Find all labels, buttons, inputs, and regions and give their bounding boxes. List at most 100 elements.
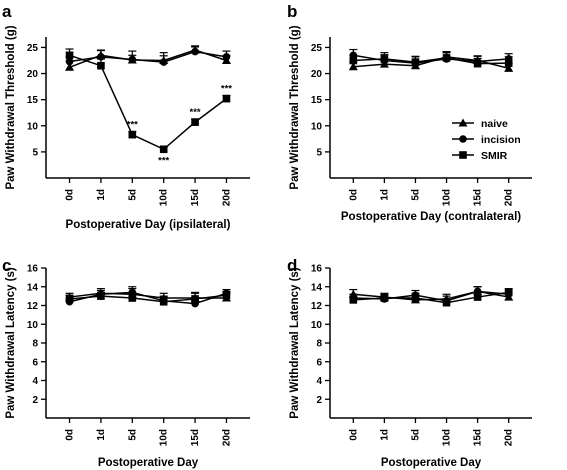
panel-d-series-SMIR [349,288,513,307]
panel-c-letter: c [2,256,11,275]
panel-c-y-tick-label: 16 [27,264,39,275]
panel-c-series-SMIR [65,290,231,306]
panel-a-significance-label: *** [221,84,232,95]
panel-c-x-tick-label: 1d [96,429,107,441]
panel-c-y-tick-label: 14 [27,282,39,293]
panel-a-x-tick-label: 20d [221,189,232,206]
panel-c-marker-square [191,295,199,303]
panel-a-significance-label: *** [190,107,201,118]
panel-b-marker-square [411,58,420,66]
panel-c-x-tick-label: 10d [159,429,170,446]
panel-c-y-tick-label: 10 [27,320,39,331]
panel-d-marker-square [442,298,451,307]
panel-b-y-tick-label: 10 [311,121,323,132]
panel-d-y-tick-label: 4 [316,376,322,387]
panel-c-y-tick-label: 6 [32,357,38,368]
panel-a-marker-circle [222,53,231,61]
panel-d-letter: d [287,256,297,275]
panel-d-marker-square [411,294,420,302]
panel-a-y-axis-label: Paw Withdrawal Threshold (g) [5,25,17,189]
panel-d-marker-square [473,293,482,301]
panel-c-y-axis-label: Paw Withdrawal Latency (s) [5,267,17,419]
panel-a-marker-square [191,118,199,126]
panel-a-marker-circle [159,58,168,66]
panel-c-x-tick-label: 15d [190,429,201,446]
panel-d-y-tick-label: 6 [316,357,322,368]
panel-b-x-axis-label: Postoperative Day (contralateral) [341,211,521,223]
panel-a-significance-label: *** [158,155,169,166]
panel-a-y-tick-label: 5 [32,147,38,158]
panel-b-chart: b 5 10 15 20 25 0d 1d 5d 10d 15d 20d Postoperative D… [287,2,532,223]
panel-a-y-tick-label: 15 [27,95,39,106]
panel-c-series-line-SMIR [69,294,227,303]
panel-a-significance-label: *** [127,120,138,131]
panel-b-x-tick-label: 1d [379,189,390,201]
panel-b-y-tick-label: 25 [311,43,323,54]
panel-d-series-line-SMIR [353,291,509,304]
panel-c-marker-square [97,292,105,300]
panel-c-marker-square [222,291,231,299]
panel-b-marker-square [349,56,358,65]
legend-naive-marker-triangle [458,118,468,127]
panel-c-x-tick-label: 5d [127,429,138,441]
panel-c-y-tick-label: 2 [32,395,38,406]
panel-d-y-tick-label: 14 [311,282,323,293]
panel-a-marker-square [65,51,74,60]
panel-d-y-tick-label: 16 [311,264,323,275]
panel-b-x-tick-label: 10d [442,189,453,206]
panel-a-marker-square [222,94,231,103]
panel-a-x-tick-label: 15d [190,189,201,206]
panel-d-x-tick-label: 20d [504,429,515,446]
panel-c-y-tick-label: 8 [32,339,38,350]
panel-c-y-tick-label: 12 [27,301,39,312]
panel-a-marker-triangle [65,62,75,71]
panel-b-y-tick-label: 20 [311,69,323,80]
panel-a-letter: a [2,2,12,21]
panel-b-letter: b [287,2,297,21]
panel-a-chart: a 5 10 15 20 25 0d 1d 5d 10d 15d 20d Postoperative D… [2,2,250,231]
panel-d-y-tick-label: 8 [316,339,322,350]
panel-c-x-axis-label: Postoperative Day [98,457,199,469]
panel-d-x-axis-label: Postoperative Day [381,457,482,469]
panel-c-series-line-incision [69,291,227,305]
panel-a-marker-square [128,130,137,139]
legend-SMIR-marker-square [459,151,467,159]
panel-c-chart: c 2 4 6 8 10 12 14 16 0d 1d 5d 10d 15d 20d Postoperativ… [2,256,250,469]
panel-b-x-tick-label: 5d [410,189,421,201]
panel-b-x-tick-label: 15d [473,189,484,206]
panel-b-marker-square [504,59,513,67]
panel-a-series-line-SMIR [69,54,227,151]
panel-b-y-tick-label: 15 [311,95,323,106]
panel-d-y-tick-label: 10 [311,320,323,331]
panel-b-marker-triangle [348,62,358,71]
panel-b-marker-triangle [504,63,514,72]
panel-b-y-tick-label: 5 [316,147,322,158]
panel-a-marker-circle [191,47,199,56]
panel-a-x-tick-label: 0d [65,189,76,201]
panel-d-x-tick-label: 5d [410,429,421,441]
panel-a-series-incision [65,46,231,66]
panel-a-marker-circle [65,57,74,66]
panel-a-marker-square [97,61,105,70]
panel-a-y-tick-label: 10 [27,121,39,132]
panel-c-x-tick-label: 20d [221,429,232,446]
panel-a-marker-square [159,145,168,154]
panel-b-x-tick-label: 20d [504,189,515,206]
panel-b-y-axis-label: Paw Withdrawal Threshold (g) [289,25,301,189]
panel-d-y-tick-label: 2 [316,395,322,406]
panel-d-chart: d 2 4 6 8 10 12 14 16 0d 1d 5d 10d 15d 20d Postoperativ… [287,256,532,469]
panel-c-marker-square [159,297,168,306]
panel-c-y-tick-label: 4 [32,376,38,387]
panel-d-marker-square [349,296,358,304]
legend-label-naive: naive [481,118,508,130]
panel-a-y-tick-label: 20 [27,69,39,80]
panel-b-legend: naive incision SMIR [452,118,521,162]
panel-b-marker-square [442,54,451,62]
panel-d-x-tick-label: 10d [442,429,453,446]
panel-a-x-tick-label: 1d [96,189,107,201]
panel-a-x-axis-label: Postoperative Day (ipsilateral) [66,219,231,231]
legend-label-incision: incision [481,134,521,146]
panel-c-marker-square [128,294,137,302]
panel-a-x-tick-label: 10d [159,189,170,206]
panel-b-series-SMIR [349,52,513,68]
